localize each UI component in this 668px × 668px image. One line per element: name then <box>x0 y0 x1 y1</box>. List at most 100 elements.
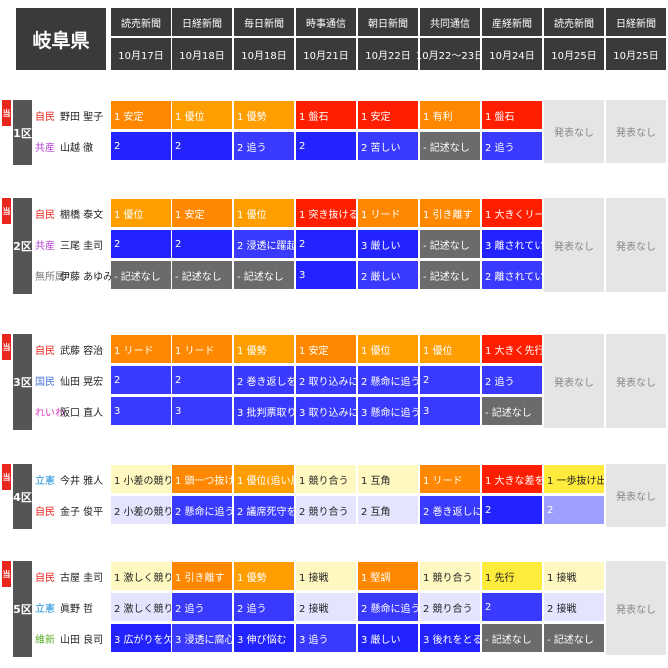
forecast-cell: - 記述なし <box>420 230 480 258</box>
forecast-cell: 1 優位 <box>420 335 480 363</box>
party-label: れいわ <box>35 408 65 419</box>
candidate-name: 仙田 晃宏 <box>60 377 104 388</box>
forecast-cell: 2 小差の競り合い <box>111 496 171 524</box>
party-label: 自民 <box>35 112 55 123</box>
forecast-cell: 3 厳しい <box>358 624 418 652</box>
forecast-cell: 2 追う <box>234 132 294 160</box>
forecast-cell: 1 有利 <box>420 101 480 129</box>
media-name: 読売新聞 <box>544 8 604 36</box>
forecast-cell: 1 先行 <box>482 562 542 590</box>
media-date: 10月18日 <box>172 38 232 70</box>
forecast-cell: 1 突き抜ける <box>296 199 356 227</box>
forecast-cell: 1 互角 <box>358 465 418 493</box>
candidate-name: 金子 俊平 <box>60 507 104 518</box>
media-name: 日経新聞 <box>172 8 232 36</box>
forecast-cell: - 記述なし <box>482 624 542 652</box>
forecast-cell: 2 巻き返しを図る <box>234 366 294 394</box>
forecast-cell: 3 取り込みに懸命 <box>296 397 356 425</box>
district-label: 4区 <box>13 464 32 529</box>
forecast-cell: 3 <box>420 397 480 425</box>
media-name: 毎日新聞 <box>234 8 294 36</box>
media-name: 共同通信 <box>420 8 480 36</box>
candidate-name: 山田 良司 <box>60 635 104 646</box>
forecast-cell: 2 <box>111 366 171 394</box>
forecast-cell: 1 優勢 <box>234 335 294 363</box>
forecast-cell: 1 一歩抜け出した <box>544 465 604 493</box>
candidate-name: 棚橋 泰文 <box>60 210 104 221</box>
forecast-cell: 2 <box>482 593 542 621</box>
forecast-cell: 2 追う <box>234 593 294 621</box>
forecast-cell: 3 <box>296 261 356 289</box>
forecast-cell: 3 懸命に追う <box>358 397 418 425</box>
forecast-cell: 1 優位 <box>111 199 171 227</box>
candidate-name: 野田 聖子 <box>60 112 104 123</box>
forecast-cell: 3 浸透に腐心 <box>172 624 232 652</box>
candidate-name: 今井 雅人 <box>60 476 104 487</box>
media-date: 10月17日 <box>111 38 171 70</box>
forecast-cell: 1 大きな差をつけ <box>482 465 542 493</box>
media-date: 10月24日 <box>482 38 542 70</box>
candidate-name: 三尾 圭司 <box>60 241 104 252</box>
winner-badge: 当 <box>2 561 11 587</box>
media-name: 読売新聞 <box>111 8 171 36</box>
forecast-cell: 2 競り合う <box>296 496 356 524</box>
media-name: 朝日新聞 <box>358 8 418 36</box>
forecast-cell: 1 激しく競り合う <box>111 562 171 590</box>
media-name: 時事通信 <box>296 8 356 36</box>
candidate-name: 眞野 哲 <box>60 604 94 615</box>
media-date: 10月21日 <box>296 38 356 70</box>
party-label: 維新 <box>35 635 55 646</box>
media-date: 10月18日 <box>234 38 294 70</box>
forecast-cell: 1 接戦 <box>296 562 356 590</box>
forecast-cell: 2 <box>296 230 356 258</box>
party-label: 共産 <box>35 241 55 252</box>
forecast-cell: - 記述なし <box>482 397 542 425</box>
forecast-cell: 3 離されている <box>482 230 542 258</box>
forecast-cell: 1 リード <box>172 335 232 363</box>
forecast-cell: - 記述なし <box>234 261 294 289</box>
party-label: 無所属 <box>35 272 65 283</box>
forecast-cell: 3 批判票取り込む <box>234 397 294 425</box>
no-report-cell: 発表なし <box>544 100 604 163</box>
no-report-cell: 発表なし <box>606 198 666 292</box>
district-label: 3区 <box>13 334 32 430</box>
forecast-cell: 1 優勢 <box>234 562 294 590</box>
forecast-cell: 2 <box>544 496 604 524</box>
forecast-cell: 1 優位 <box>358 335 418 363</box>
forecast-cell: 1 小差の競り合い <box>111 465 171 493</box>
forecast-cell: 1 堅調 <box>358 562 418 590</box>
forecast-cell: 1 頭一つ抜け出す <box>172 465 232 493</box>
party-label: 立憲 <box>35 476 55 487</box>
media-name: 日経新聞 <box>606 8 666 36</box>
forecast-cell: 1 安定 <box>172 199 232 227</box>
forecast-cell: 3 追う <box>296 624 356 652</box>
party-label: 国民 <box>35 377 55 388</box>
media-date: 10月22〜23日 <box>416 38 484 70</box>
forecast-cell: 1 リード <box>420 465 480 493</box>
no-report-cell: 発表なし <box>606 561 666 655</box>
forecast-cell: 2 浸透に躍起 <box>234 230 294 258</box>
forecast-cell: 1 盤石 <box>482 101 542 129</box>
prefecture-title: 岐阜県 <box>16 8 106 70</box>
winner-badge: 当 <box>2 198 11 224</box>
forecast-cell: 1 リード <box>358 199 418 227</box>
forecast-cell: 2 激しく競り合う <box>111 593 171 621</box>
party-label: 共産 <box>35 143 55 154</box>
forecast-cell: 1 安定 <box>296 335 356 363</box>
no-report-cell: 発表なし <box>606 464 666 527</box>
forecast-cell: 2 <box>172 366 232 394</box>
candidate-name: 伊藤 あゆみ <box>60 272 114 283</box>
no-report-cell: 発表なし <box>544 198 604 292</box>
no-report-cell: 発表なし <box>544 334 604 428</box>
forecast-cell: 2 <box>111 132 171 160</box>
forecast-cell: 1 安定 <box>358 101 418 129</box>
forecast-cell: 1 引き離す <box>420 199 480 227</box>
forecast-cell: 2 取り込みに懸命 <box>296 366 356 394</box>
forecast-cell: 1 安定 <box>111 101 171 129</box>
forecast-cell: 2 <box>111 230 171 258</box>
party-label: 自民 <box>35 573 55 584</box>
forecast-cell: 2 接戦 <box>544 593 604 621</box>
no-report-cell: 発表なし <box>606 334 666 428</box>
no-report-cell: 発表なし <box>606 100 666 163</box>
forecast-cell: 3 後れをとる <box>420 624 480 652</box>
